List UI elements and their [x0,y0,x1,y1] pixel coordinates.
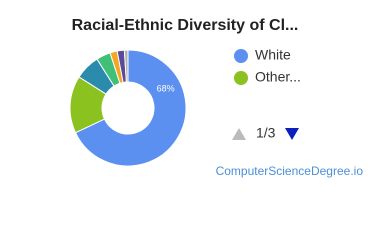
pie-slice [123,49,129,83]
legend-label: Other... [255,69,301,85]
chart: Racial-Ethnic Diversity of Cl... 1/3 Com… [69,17,364,178]
source-link[interactable]: ComputerScienceDegree.io [216,164,364,178]
chart-title: Racial-Ethnic Diversity of Cl... [72,17,299,34]
pie-slice [74,49,187,167]
legend-marker [234,71,248,85]
page-indicator: 1/3 [256,125,276,141]
legend-marker [234,49,248,63]
legend-label: White [255,47,291,63]
next-page-arrow[interactable] [285,128,299,140]
previous-page-arrow[interactable] [232,128,246,140]
data-label: 68% [157,84,175,94]
